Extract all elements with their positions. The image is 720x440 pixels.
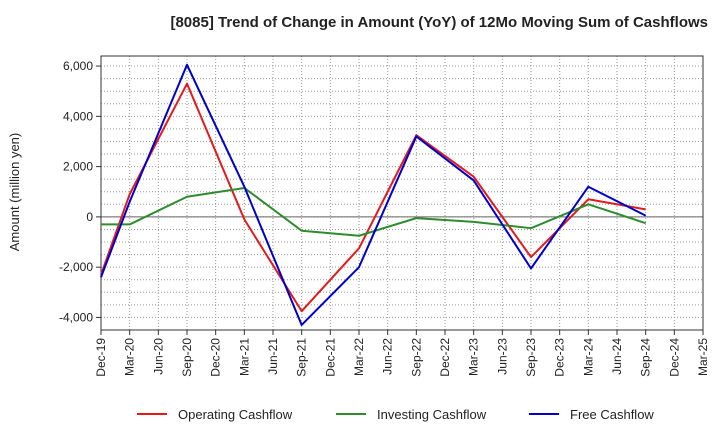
x-tick-label: Mar-20 (123, 338, 137, 376)
series-line-investing-cashflow (101, 186, 646, 237)
legend: Operating Cashflow Investing Cashflow Free… (137, 407, 654, 422)
x-tick-label: Dec-19 (94, 338, 108, 377)
grid (100, 56, 704, 331)
x-tick-label: Sep-24 (639, 338, 653, 377)
y-axis-label: Amount (million yen) (7, 133, 22, 252)
legend-label-investing-cashflow: Investing Cashflow (377, 407, 487, 422)
x-tick-label: Dec-20 (209, 338, 223, 377)
x-tick-label: Mar-25 (696, 338, 710, 376)
x-tick-label: Sep-22 (409, 338, 423, 377)
x-tick-label: Dec-22 (438, 338, 452, 377)
x-tick-label: Jun-20 (151, 338, 165, 375)
legend-label-free-cashflow: Free Cashflow (570, 407, 654, 422)
x-tick-label: Sep-20 (180, 338, 194, 377)
y-tick-label: 0 (86, 210, 93, 224)
legend-label-operating-cashflow: Operating Cashflow (178, 407, 293, 422)
x-tick-label: Mar-23 (467, 338, 481, 376)
chart-title: [8085] Trend of Change in Amount (YoY) o… (170, 14, 708, 31)
y-tick-label: 2,000 (63, 160, 93, 174)
series-line-operating-cashflow (100, 82, 646, 313)
plot-frame (100, 55, 704, 331)
series (100, 63, 647, 326)
x-tick-label: Jun-24 (610, 338, 624, 375)
x-tick-label: Mar-22 (352, 338, 366, 376)
x-tick-label: Dec-23 (553, 338, 567, 377)
x-tick-label: Jun-21 (266, 338, 280, 375)
x-tick-label: Sep-23 (524, 338, 538, 377)
y-tick-label: 4,000 (63, 109, 93, 123)
x-tick-label: Jun-22 (381, 338, 395, 375)
x-tick-label: Jun-23 (495, 338, 509, 375)
x-tick-label: Mar-24 (581, 338, 595, 376)
series-line-free-cashflow (100, 63, 647, 326)
y-tick-label: -2,000 (59, 260, 93, 274)
y-tick-label: -4,000 (59, 310, 93, 324)
x-tick-label: Mar-21 (237, 338, 251, 376)
y-tick-label: 6,000 (63, 59, 93, 73)
x-tick-label: Dec-24 (667, 338, 681, 377)
x-tick-label: Sep-21 (295, 338, 309, 377)
x-tick-label: Dec-21 (323, 338, 337, 377)
axes: -4,000 -2,000 0 2,000 4,000 6,000 Dec-19 Mar-20… (59, 55, 710, 377)
